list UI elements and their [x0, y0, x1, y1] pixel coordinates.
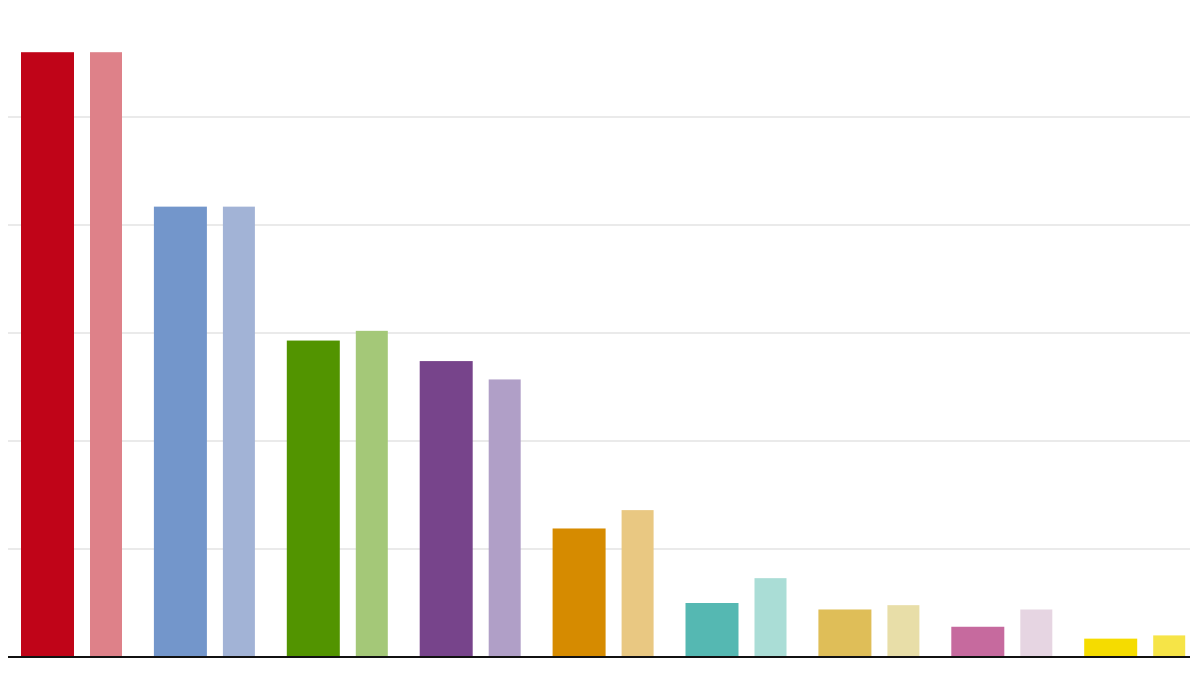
bar-secondary — [887, 605, 920, 657]
bar-primary — [1084, 638, 1138, 657]
bar-secondary — [1153, 635, 1186, 657]
bar-secondary — [488, 379, 521, 657]
bar-secondary — [90, 52, 122, 657]
bar-secondary — [621, 510, 654, 657]
bar-secondary — [754, 578, 787, 657]
bar-primary — [951, 626, 1005, 657]
bar-primary — [419, 361, 473, 657]
bar-primary — [685, 603, 739, 657]
bar-primary — [153, 206, 207, 657]
bar-secondary — [355, 330, 388, 657]
bar-primary — [21, 52, 74, 657]
bar-secondary — [222, 206, 255, 657]
bar-primary — [286, 340, 340, 657]
bar-primary — [552, 528, 606, 657]
bar-secondary — [1020, 609, 1053, 657]
bar-primary — [818, 609, 872, 657]
